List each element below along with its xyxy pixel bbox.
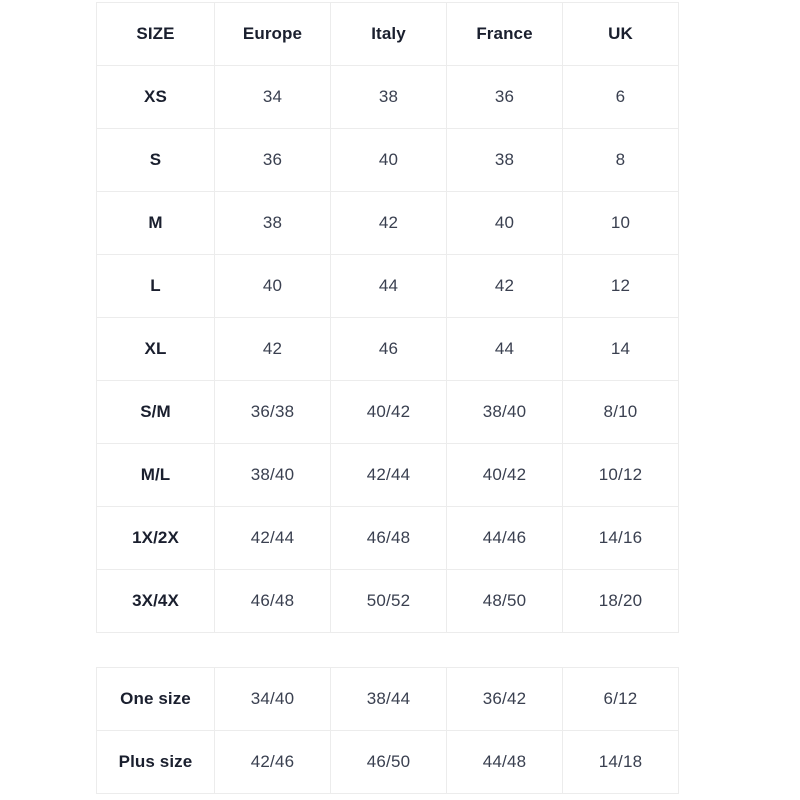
cell-france: 40 [446, 191, 563, 255]
cell-italy: 46 [330, 317, 447, 381]
table-row: Plus size 42/46 46/50 44/48 14/18 [96, 730, 679, 794]
cell-uk: 14/18 [562, 730, 679, 794]
row-label-xs: XS [96, 65, 215, 129]
table-body: XS 34 38 36 6 S 36 40 38 8 M 38 42 40 10 [96, 65, 679, 633]
column-header-size: SIZE [96, 2, 215, 66]
table-row: L 40 44 42 12 [96, 254, 679, 318]
table-body: One size 34/40 38/44 36/42 6/12 Plus siz… [96, 667, 679, 794]
row-label-1x-2x: 1X/2X [96, 506, 215, 570]
cell-europe: 40 [214, 254, 331, 318]
table-row: S 36 40 38 8 [96, 128, 679, 192]
cell-france: 44/48 [446, 730, 563, 794]
cell-italy: 42/44 [330, 443, 447, 507]
table-row: 1X/2X 42/44 46/48 44/46 14/16 [96, 506, 679, 570]
cell-france: 38/40 [446, 380, 563, 444]
cell-uk: 6/12 [562, 667, 679, 731]
cell-uk: 12 [562, 254, 679, 318]
cell-uk: 8 [562, 128, 679, 192]
table-header-row: SIZE Europe Italy France UK [96, 2, 679, 66]
row-label-xl: XL [96, 317, 215, 381]
row-label-plus-size: Plus size [96, 730, 215, 794]
cell-uk: 6 [562, 65, 679, 129]
table-row: S/M 36/38 40/42 38/40 8/10 [96, 380, 679, 444]
table-header: SIZE Europe Italy France UK [96, 2, 679, 66]
cell-italy: 46/50 [330, 730, 447, 794]
cell-europe: 38 [214, 191, 331, 255]
cell-france: 36 [446, 65, 563, 129]
cell-italy: 38 [330, 65, 447, 129]
table-row: XS 34 38 36 6 [96, 65, 679, 129]
table-row: M/L 38/40 42/44 40/42 10/12 [96, 443, 679, 507]
row-label-s: S [96, 128, 215, 192]
cell-uk: 10/12 [562, 443, 679, 507]
row-label-m-l: M/L [96, 443, 215, 507]
cell-italy: 42 [330, 191, 447, 255]
column-header-uk: UK [562, 2, 679, 66]
cell-uk: 18/20 [562, 569, 679, 633]
column-header-europe: Europe [214, 2, 331, 66]
cell-france: 38 [446, 128, 563, 192]
cell-europe: 42 [214, 317, 331, 381]
table-row: One size 34/40 38/44 36/42 6/12 [96, 667, 679, 731]
cell-france: 42 [446, 254, 563, 318]
cell-uk: 8/10 [562, 380, 679, 444]
cell-uk: 14/16 [562, 506, 679, 570]
cell-france: 36/42 [446, 667, 563, 731]
cell-france: 44 [446, 317, 563, 381]
row-label-one-size: One size [96, 667, 215, 731]
cell-italy: 50/52 [330, 569, 447, 633]
cell-europe: 46/48 [214, 569, 331, 633]
column-header-france: France [446, 2, 563, 66]
cell-france: 44/46 [446, 506, 563, 570]
cell-europe: 36 [214, 128, 331, 192]
cell-france: 40/42 [446, 443, 563, 507]
table-row: 3X/4X 46/48 50/52 48/50 18/20 [96, 569, 679, 633]
size-conversion-table: SIZE Europe Italy France UK XS 34 38 36 … [96, 2, 679, 633]
cell-italy: 44 [330, 254, 447, 318]
cell-italy: 46/48 [330, 506, 447, 570]
cell-europe: 34/40 [214, 667, 331, 731]
cell-france: 48/50 [446, 569, 563, 633]
cell-europe: 34 [214, 65, 331, 129]
table-row: XL 42 46 44 14 [96, 317, 679, 381]
cell-europe: 38/40 [214, 443, 331, 507]
one-size-plus-size-table: One size 34/40 38/44 36/42 6/12 Plus siz… [96, 667, 679, 794]
cell-uk: 10 [562, 191, 679, 255]
cell-italy: 38/44 [330, 667, 447, 731]
table-row: M 38 42 40 10 [96, 191, 679, 255]
cell-europe: 42/46 [214, 730, 331, 794]
cell-europe: 42/44 [214, 506, 331, 570]
column-header-italy: Italy [330, 2, 447, 66]
row-label-3x-4x: 3X/4X [96, 569, 215, 633]
row-label-l: L [96, 254, 215, 318]
row-label-s-m: S/M [96, 380, 215, 444]
cell-italy: 40 [330, 128, 447, 192]
cell-europe: 36/38 [214, 380, 331, 444]
cell-italy: 40/42 [330, 380, 447, 444]
row-label-m: M [96, 191, 215, 255]
cell-uk: 14 [562, 317, 679, 381]
